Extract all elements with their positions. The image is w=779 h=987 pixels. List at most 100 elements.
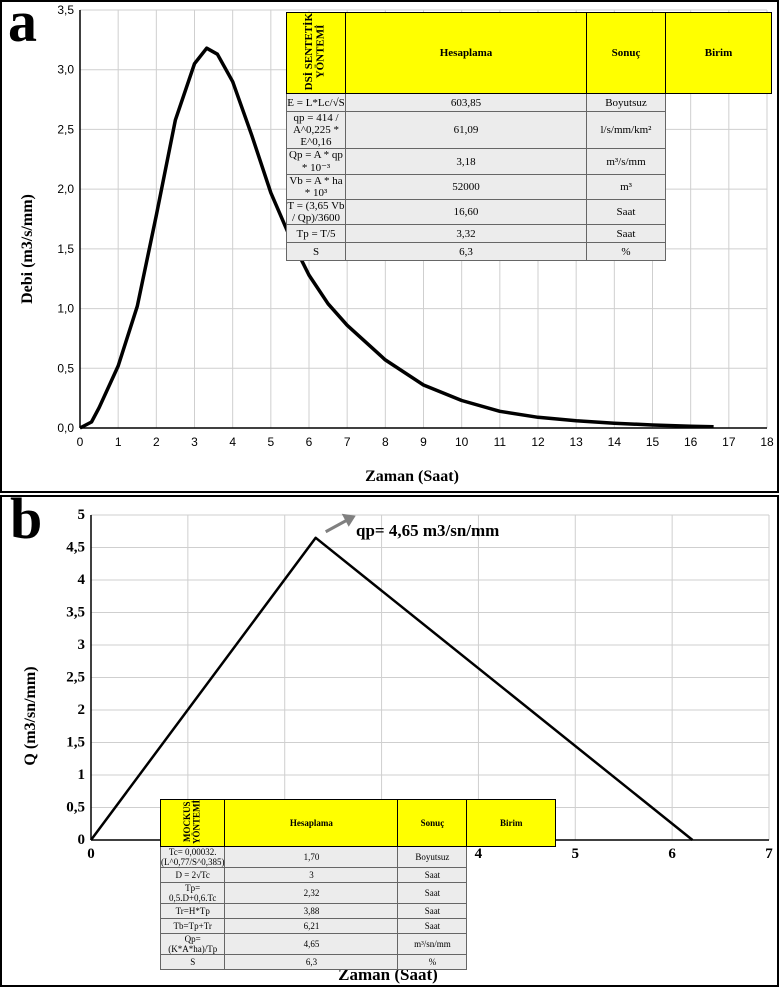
mockus-cell: Saat [397, 882, 468, 905]
x-tick-label: 0 [87, 846, 95, 862]
dsi-row: Vb = A * ha * 10³ 52000 m³ [286, 174, 772, 201]
mockus-cell: Qp= (K*A*ha)/Tp [159, 933, 226, 956]
x-tick-label: 16 [684, 435, 698, 449]
y-tick-label: 2,0 [57, 182, 74, 196]
dsi-cell: 6,3 [345, 242, 587, 262]
annotation-arrow-shaft [324, 518, 349, 534]
y-tick-label: 1,5 [66, 735, 85, 751]
y-tick-label: 4,5 [66, 540, 85, 556]
x-tick-label: 0 [77, 435, 84, 449]
x-tick-label: 12 [531, 435, 545, 449]
mockus-cell: Tb=Tp+Tr [159, 918, 226, 935]
dsi-cell: qp = 414 / A^0,225 * E^0,16 [286, 111, 346, 150]
dsi-row: qp = 414 / A^0,225 * E^0,16 61,09 l/s/mm/k… [286, 111, 772, 150]
y-tick-label: 0,0 [57, 421, 74, 435]
mockus-row: Tb=Tp+Tr 6,21 Saat [159, 918, 556, 935]
panel-a: 0 1 2 3 4 5 6 7 8 9 10 11 12 13 14 15 16 17 18 0,0 0,5 1,0 1,5… [0, 0, 779, 493]
dsi-table: DSİ SENTETİK YÖNTEMİ Hesaplama Sonuç Bir… [286, 11, 772, 262]
mockus-row: Tp= 0,5.D+0,6.Tc 2,32 Saat [159, 882, 556, 905]
x-tick-label: 7 [765, 846, 773, 862]
dsi-cell: 3,32 [345, 224, 587, 244]
mockus-header-hesaplama: Hesaplama [224, 798, 399, 848]
mockus-cell: 1,70 [224, 846, 399, 869]
mockus-cell: Saat [397, 903, 468, 920]
dsi-row: T = (3,65 Vb / Qp)/3600 16,60 Saat [286, 199, 772, 226]
mockus-row: D = 2√Tc 3 Saat [159, 867, 556, 884]
x-tick-label: 11 [494, 435, 507, 449]
x-tick-label: 5 [267, 435, 274, 449]
dsi-row: E = L*Lc/√S 603,85 Boyutsuz [286, 93, 772, 113]
y-axis-label-b: Q (m3/sn/mm) [22, 666, 39, 766]
mockus-row: Tr=H*Tp 3,88 Saat [159, 903, 556, 920]
x-tick-label: 18 [760, 435, 774, 449]
y-axis-label-a: Debi (m3/s/mm) [19, 194, 36, 304]
annotation-arrow-head [341, 513, 356, 527]
mockus-row: Qp= (K*A*ha)/Tp 4,65 m³/sn/mm [159, 933, 556, 956]
x-tick-label: 17 [722, 435, 736, 449]
dsi-cell: Saat [586, 199, 666, 226]
dsi-cell: Boyutsuz [586, 93, 666, 113]
x-tick-label: 5 [572, 846, 580, 862]
dsi-cell: 603,85 [345, 93, 587, 113]
mockus-cell: 3 [224, 867, 399, 884]
x-tick-label: 13 [569, 435, 583, 449]
y-tick-label: 0,5 [66, 800, 85, 816]
mockus-header-sonuc: Sonuç [397, 798, 468, 848]
dsi-cell: Qp = A * qp * 10⁻³ [286, 148, 346, 176]
mockus-cell: 6,21 [224, 918, 399, 935]
mockus-cell: D = 2√Tc [159, 867, 226, 884]
dsi-cell: m³ [586, 174, 666, 201]
x-tick-label: 8 [382, 435, 389, 449]
dsi-header-sonuc: Sonuç [586, 11, 666, 95]
y-tick-label: 2,5 [66, 670, 85, 686]
mockus-cell: m³/sn/mm [397, 933, 468, 956]
x-tick-label: 9 [420, 435, 427, 449]
y-tick-label: 3,5 [66, 605, 85, 621]
mockus-cell: Saat [397, 867, 468, 884]
y-tick-label: 3,5 [57, 3, 74, 17]
x-tick-label: 14 [608, 435, 622, 449]
dsi-header-hesaplama: Hesaplama [345, 11, 587, 95]
mockus-cell: 4,65 [224, 933, 399, 956]
y-tick-label: 0,5 [57, 361, 74, 375]
mockus-cell: 6,3 [224, 954, 399, 971]
mockus-header-birim: Birim [466, 798, 556, 848]
dsi-row: Tp = T/5 3,32 Saat [286, 224, 772, 244]
mockus-cell: Boyutsuz [397, 846, 468, 869]
y-tick-label: 5 [78, 507, 86, 523]
mockus-row: Tc= 0,00032.(L^0,77/S^0,385) 1,70 Boyutsuz [159, 846, 556, 869]
mockus-cell: Tc= 0,00032.(L^0,77/S^0,385) [159, 846, 226, 869]
dsi-row: S 6,3% [286, 242, 772, 262]
mockus-cell: Saat [397, 918, 468, 935]
mockus-cell: Tr=H*Tp [159, 903, 226, 920]
x-tick-label: 6 [668, 846, 676, 862]
x-tick-label: 10 [455, 435, 469, 449]
mockus-side-label: MOCKUS YÖNTEMİ [159, 798, 226, 848]
y-tick-label: 3 [78, 637, 86, 653]
x-tick-label: 4 [475, 846, 483, 862]
dsi-row: Qp = A * qp * 10⁻³ 3,18 m³/s/mm [286, 148, 772, 176]
dsi-cell: 52000 [345, 174, 587, 201]
x-tick-label: 6 [306, 435, 313, 449]
peak-annotation: qp= 4,65 m3/sn/mm [356, 521, 500, 540]
dsi-cell: S [286, 242, 346, 262]
series-line [89, 536, 694, 841]
y-tick-label: 0 [78, 832, 86, 848]
panel-b-letter: b [10, 486, 43, 551]
dsi-cell: l/s/mm/km² [586, 111, 666, 150]
y-tick-label: 2,5 [57, 122, 74, 136]
dsi-cell: Vb = A * ha * 10³ [286, 174, 346, 201]
dsi-cell: E = L*Lc/√S [286, 93, 346, 113]
mockus-table: MOCKUS YÖNTEMİ Hesaplama Sonuç Birim Tc=… [159, 798, 556, 971]
dsi-cell: 16,60 [345, 199, 587, 226]
x-tick-label: 7 [344, 435, 351, 449]
mockus-cell: 2,32 [224, 882, 399, 905]
dsi-side-label: DSİ SENTETİK YÖNTEMİ [286, 11, 346, 95]
mockus-row: S 6,3% [159, 954, 556, 971]
dsi-cell: 61,09 [345, 111, 587, 150]
x-axis-label-b: Zaman (Saat) [338, 965, 438, 984]
panel-a-letter: a [8, 0, 37, 54]
x-tick-label: 15 [646, 435, 660, 449]
dsi-cell: % [586, 242, 666, 262]
dsi-cell: Saat [586, 224, 666, 244]
